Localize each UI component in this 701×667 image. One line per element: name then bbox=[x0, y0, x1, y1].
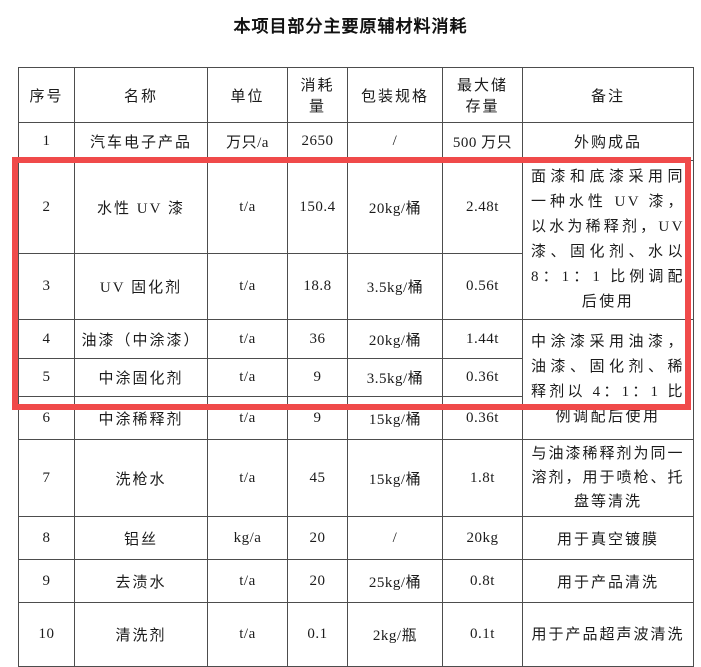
cell-name: 铝丝 bbox=[74, 516, 208, 560]
cell-max-storage: 500 万只 bbox=[442, 122, 523, 161]
col-header-packaging: 包装规格 bbox=[347, 67, 443, 123]
cell-max-storage: 0.56t bbox=[442, 253, 523, 320]
cell-consumption: 2650 bbox=[287, 122, 348, 161]
cell-no: 4 bbox=[18, 319, 75, 359]
cell-packaging: 2kg/瓶 bbox=[347, 602, 443, 667]
cell-consumption: 150.4 bbox=[287, 159, 348, 255]
cell-remark: 用于产品清洗 bbox=[522, 559, 694, 603]
cell-packaging: 15kg/桶 bbox=[347, 396, 443, 440]
col-header-remark: 备注 bbox=[522, 67, 694, 123]
cell-unit: t/a bbox=[207, 358, 288, 397]
table-row: 9 去渍水 t/a 20 25kg/桶 0.8t 用于产品清洗 bbox=[18, 559, 694, 603]
table-row: 10 清洗剂 t/a 0.1 2kg/瓶 0.1t 用于产品超声波清洗 bbox=[18, 602, 694, 667]
cell-unit: t/a bbox=[207, 396, 288, 440]
cell-name: UV 固化剂 bbox=[74, 253, 208, 320]
cell-consumption: 36 bbox=[287, 319, 348, 359]
col-header-unit: 单位 bbox=[207, 67, 288, 123]
cell-unit: t/a bbox=[207, 319, 288, 359]
cell-name: 清洗剂 bbox=[74, 602, 208, 667]
cell-no: 5 bbox=[18, 358, 75, 397]
cell-unit: kg/a bbox=[207, 516, 288, 560]
cell-max-storage: 0.8t bbox=[442, 559, 523, 603]
col-header-name: 名称 bbox=[74, 67, 208, 123]
table-row: 5 中涂固化剂 t/a 9 3.5kg/桶 0.36t bbox=[18, 358, 694, 397]
materials-table: 序号 名称 单位 消耗 量 包装规格 最大储 存量 备注 1 汽车电子产品 万只… bbox=[18, 67, 694, 667]
cell-name: 去渍水 bbox=[74, 559, 208, 603]
cell-remark: 外购成品 bbox=[522, 122, 694, 161]
col-header-max-storage: 最大储 存量 bbox=[442, 67, 523, 123]
cell-unit: t/a bbox=[207, 159, 288, 255]
cell-max-storage: 1.44t bbox=[442, 319, 523, 359]
cell-max-storage: 0.36t bbox=[442, 358, 523, 397]
cell-name: 中涂稀释剂 bbox=[74, 396, 208, 440]
cell-name: 油漆（中涂漆） bbox=[74, 319, 208, 359]
col-header-consumption: 消耗 量 bbox=[287, 67, 348, 123]
cell-no: 8 bbox=[18, 516, 75, 560]
cell-consumption: 9 bbox=[287, 396, 348, 440]
cell-no: 7 bbox=[18, 439, 75, 517]
cell-packaging: 3.5kg/桶 bbox=[347, 358, 443, 397]
table-row: 6 中涂稀释剂 t/a 9 15kg/桶 0.36t bbox=[18, 396, 694, 440]
col-header-no: 序号 bbox=[18, 67, 75, 123]
cell-consumption: 20 bbox=[287, 516, 348, 560]
cell-remark: 用于产品超声波清洗 bbox=[522, 602, 694, 667]
cell-max-storage: 20kg bbox=[442, 516, 523, 560]
cell-packaging: / bbox=[347, 516, 443, 560]
cell-packaging: 25kg/桶 bbox=[347, 559, 443, 603]
cell-name: 汽车电子产品 bbox=[74, 122, 208, 161]
table-row: 3 UV 固化剂 t/a 18.8 3.5kg/桶 0.56t bbox=[18, 253, 694, 320]
cell-packaging: / bbox=[347, 122, 443, 161]
cell-remark: 中涂漆采用油漆，油漆、固化剂、稀释剂以 4：1：1 比例调配后使用 bbox=[522, 319, 694, 440]
page-title: 本项目部分主要原辅材料消耗 bbox=[233, 17, 468, 36]
table-row: 7 洗枪水 t/a 45 15kg/桶 1.8t 与油漆稀释剂为同一溶剂，用于喷… bbox=[18, 439, 694, 517]
cell-max-storage: 0.1t bbox=[442, 602, 523, 667]
cell-max-storage: 1.8t bbox=[442, 439, 523, 517]
cell-unit: t/a bbox=[207, 253, 288, 320]
cell-remark: 与油漆稀释剂为同一溶剂，用于喷枪、托盘等清洗 bbox=[522, 439, 694, 517]
cell-consumption: 45 bbox=[287, 439, 348, 517]
cell-packaging: 20kg/桶 bbox=[347, 159, 443, 255]
cell-name: 洗枪水 bbox=[74, 439, 208, 517]
cell-consumption: 0.1 bbox=[287, 602, 348, 667]
cell-remark: 面漆和底漆采用同一种水性 UV 漆，以水为稀释剂，UV 漆、固化剂、水以 8：1… bbox=[522, 160, 694, 320]
header-row: 序号 名称 单位 消耗 量 包装规格 最大储 存量 备注 bbox=[18, 67, 694, 123]
cell-max-storage: 2.48t bbox=[442, 159, 523, 255]
cell-no: 3 bbox=[18, 253, 75, 320]
cell-no: 10 bbox=[18, 602, 75, 667]
cell-remark: 用于真空镀膜 bbox=[522, 516, 694, 560]
cell-consumption: 20 bbox=[287, 559, 348, 603]
cell-name: 中涂固化剂 bbox=[74, 358, 208, 397]
cell-packaging: 15kg/桶 bbox=[347, 439, 443, 517]
cell-max-storage: 0.36t bbox=[442, 396, 523, 440]
cell-no: 9 bbox=[18, 559, 75, 603]
cell-unit: t/a bbox=[207, 559, 288, 603]
cell-consumption: 18.8 bbox=[287, 253, 348, 320]
cell-consumption: 9 bbox=[287, 358, 348, 397]
cell-no: 2 bbox=[18, 159, 75, 255]
table-row: 1 汽车电子产品 万只/a 2650 / 500 万只 外购成品 bbox=[18, 122, 694, 161]
table-row: 8 铝丝 kg/a 20 / 20kg 用于真空镀膜 bbox=[18, 516, 694, 560]
table-row: 2 水性 UV 漆 t/a 150.4 20kg/桶 2.48t 面漆和底漆采用… bbox=[18, 159, 694, 320]
cell-unit: 万只/a bbox=[207, 122, 288, 161]
cell-packaging: 3.5kg/桶 bbox=[347, 253, 443, 320]
cell-unit: t/a bbox=[207, 602, 288, 667]
table-row: 4 油漆（中涂漆） t/a 36 20kg/桶 1.44t 中涂漆采用油漆，油漆… bbox=[18, 319, 694, 440]
cell-unit: t/a bbox=[207, 439, 288, 517]
cell-packaging: 20kg/桶 bbox=[347, 319, 443, 359]
cell-no: 6 bbox=[18, 396, 75, 440]
cell-name: 水性 UV 漆 bbox=[74, 159, 208, 255]
cell-no: 1 bbox=[18, 122, 75, 161]
